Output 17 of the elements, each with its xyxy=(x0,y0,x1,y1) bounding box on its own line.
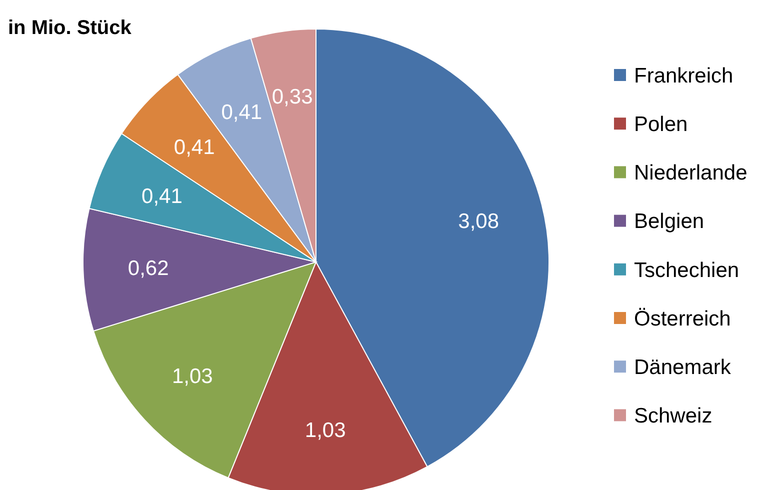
legend-label: Österreich xyxy=(634,307,731,330)
legend-label: Niederlande xyxy=(634,162,748,185)
legend-label: Belgien xyxy=(634,210,704,234)
data-label: 1,03 xyxy=(304,418,346,442)
data-label: 0,33 xyxy=(272,85,313,108)
data-label: 1,03 xyxy=(172,364,213,388)
data-label: 0,41 xyxy=(142,184,182,208)
legend-label: Tschechien xyxy=(634,258,740,282)
data-label: 0,41 xyxy=(221,100,262,124)
legend-label: Frankreich xyxy=(634,64,734,88)
data-label: 0,62 xyxy=(128,257,169,280)
data-label: 3,08 xyxy=(458,210,500,234)
legend-label: Polen xyxy=(634,112,688,136)
data-label: 0,41 xyxy=(174,136,215,159)
legend-label: Schweiz xyxy=(634,404,712,428)
chart-title: in Mio. Stück xyxy=(8,17,132,39)
legend-label: Dänemark xyxy=(634,356,732,379)
